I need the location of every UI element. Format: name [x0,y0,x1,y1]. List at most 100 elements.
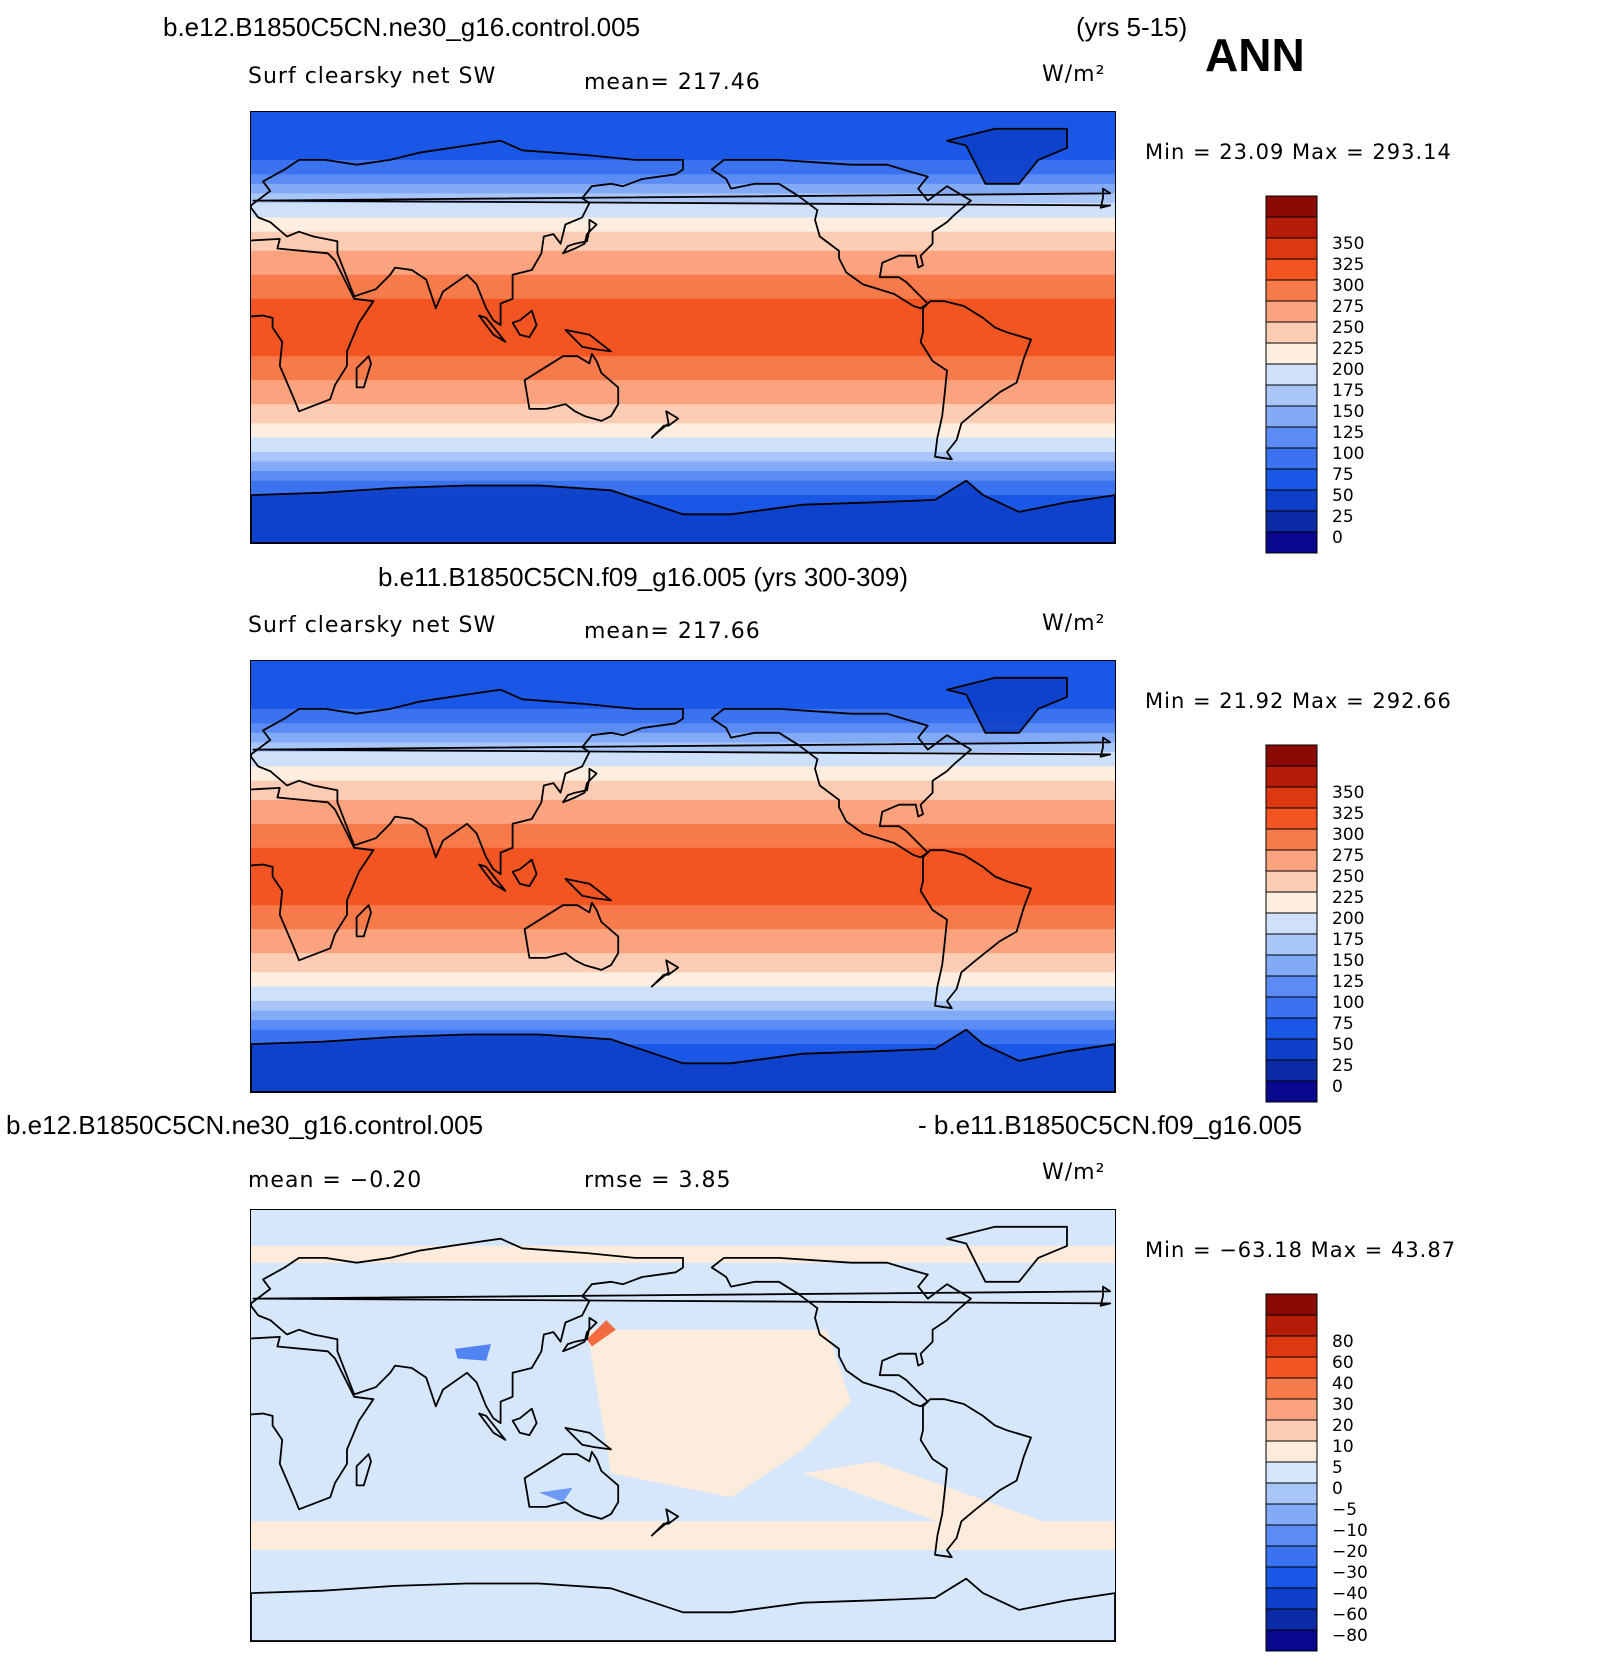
field-band [251,202,1115,209]
colorbar-label: 125 [1332,972,1364,992]
colorbar-label: 60 [1332,1353,1354,1373]
coastline [946,127,1068,185]
panel2-map [250,660,1116,1093]
colorbar-label: 20 [1332,1416,1354,1436]
field-band [251,747,1115,753]
coastline [251,688,684,875]
coastline [252,187,1112,209]
colorbar-swatch [1265,405,1318,428]
coastline [251,1577,1115,1641]
field-band [251,799,1115,806]
colorbar-swatch [1265,765,1318,788]
colorbar-label: 200 [1332,360,1364,380]
field-band [251,957,1115,964]
colorbar-swatch [1265,744,1318,767]
field-band [251,924,1115,930]
coastline [919,849,1032,1010]
field-band [251,370,1115,376]
panel1-map [250,111,1116,544]
coastline [710,1257,972,1408]
field-band [251,804,1115,811]
field-band [251,452,1115,458]
coastline [355,1453,372,1487]
positive-anomaly [251,1521,1115,1550]
field-band [251,866,1115,873]
colorbar-swatch [1265,1524,1318,1547]
field-band [251,1015,1115,1021]
field-band [251,842,1115,849]
field-band [251,1029,1115,1036]
field-band [251,298,1115,305]
colorbar-swatch [1265,1335,1318,1358]
field-band [251,809,1115,815]
field-band [251,365,1115,372]
field-band [251,447,1115,453]
field-band [251,780,1115,787]
coastline [478,863,507,892]
field-band [251,886,1115,892]
field-band [251,756,1115,763]
field-band [251,900,1115,906]
coastline [251,238,375,413]
colorbar-swatch [1265,1461,1318,1484]
field-band [251,914,1115,921]
positive-anomaly [803,1461,1043,1534]
coastline [562,1316,598,1353]
coastline [251,1028,1115,1092]
colorbar-label: −80 [1332,1626,1368,1646]
colorbar-swatch [1265,1017,1318,1040]
field-band [251,270,1115,276]
field-band [251,437,1115,444]
field-band [251,1039,1115,1045]
colorbar-label: 30 [1332,1395,1354,1415]
field-band [251,356,1115,362]
field-band [251,289,1115,295]
colorbar-swatch [1265,1293,1318,1316]
field-band [251,728,1115,734]
panel3-units-label: W/m² [1042,1160,1106,1185]
field-band [251,1048,1115,1055]
colorbar-label: −30 [1332,1563,1368,1583]
field-band [251,680,1115,686]
field-band [251,1010,1115,1016]
colorbar-label: 300 [1332,276,1364,296]
field-band [251,337,1115,343]
land-fill [947,128,1067,184]
colorbar-label: −60 [1332,1605,1368,1625]
field-band [251,675,1115,681]
field-band [251,293,1115,300]
coastline [251,139,684,326]
field-band [251,131,1115,137]
field-band [251,394,1115,400]
field-band [251,188,1115,195]
field-band [251,670,1115,676]
field-band [251,823,1115,830]
colorbar-label: 50 [1332,1035,1354,1055]
field-band [251,991,1115,997]
colorbar-swatch [1265,1440,1318,1463]
colorbar-label: 175 [1332,381,1364,401]
colorbar-label: 275 [1332,297,1364,317]
field-band [251,785,1115,791]
field-band [251,718,1115,724]
panel1-mean-label: mean= 217.46 [584,70,761,95]
coastline [251,1237,684,1424]
field-band [251,442,1115,448]
coastline [650,959,680,988]
colorbar-swatch [1265,384,1318,407]
panel3-colorbar: −80 −60 −40 −30 −20 −10 −5 0 5 10 20 30 40 60 80 [1265,1293,1406,1655]
panel1-colorbar: 0 25 50 75 100 125 150 175 200 225 250 275 300 325 350 [1265,195,1406,557]
field-band [251,819,1115,825]
colorbar-label: 150 [1332,951,1364,971]
field-band [251,828,1115,834]
coastline [919,300,1032,461]
colorbar-swatch [1265,1356,1318,1379]
colorbar-label: 350 [1332,783,1364,803]
field-band [251,217,1115,223]
positive-anomaly [587,1329,851,1498]
field-band [251,250,1115,257]
colorbar-swatch [1265,1608,1318,1631]
field-band [251,833,1115,839]
field-band [251,943,1115,949]
colorbar-swatch [1265,342,1318,365]
